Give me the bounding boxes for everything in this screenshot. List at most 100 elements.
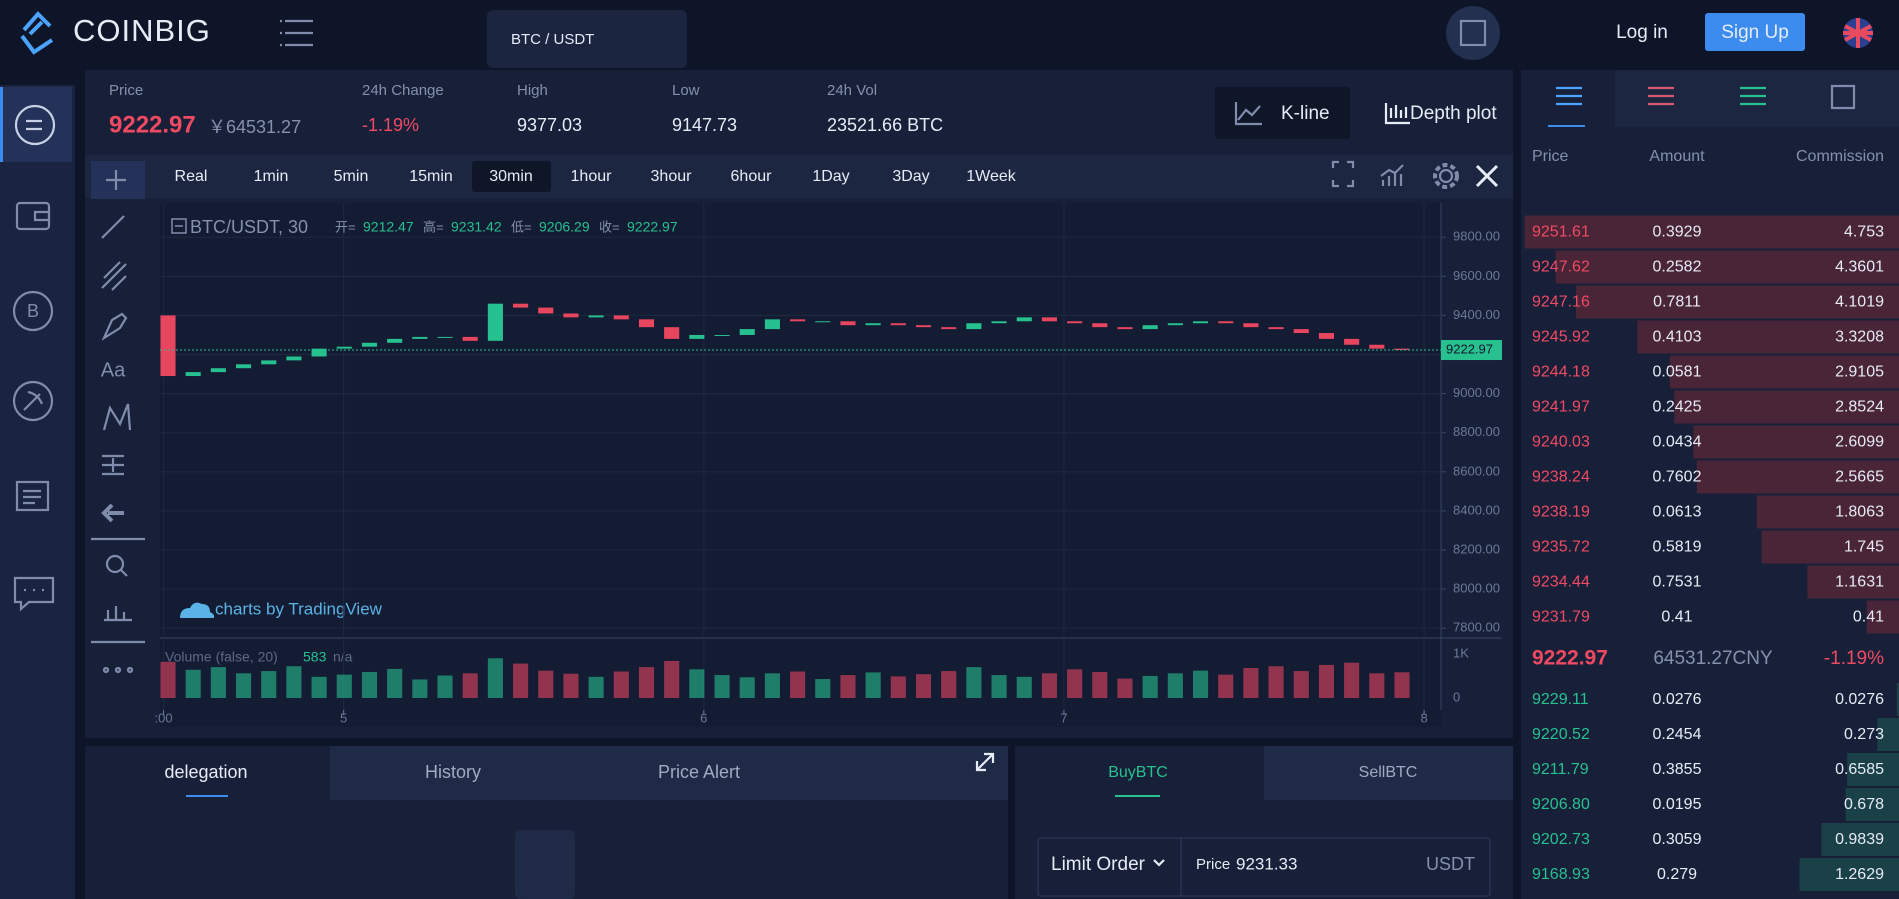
timeframe[interactable]: 30min	[489, 168, 533, 185]
candle	[361, 342, 378, 347]
depth-bar	[1524, 215, 1899, 249]
order-input[interactable]	[1037, 837, 1491, 897]
depth-bar	[1896, 683, 1899, 716]
trade-tabbar	[1264, 746, 1513, 800]
volume-bar	[1218, 674, 1234, 698]
depth-bar	[1799, 858, 1899, 891]
depth-icon[interactable]	[1384, 103, 1410, 125]
book-price: 9231.79	[1532, 609, 1590, 626]
tradingview-logo	[180, 602, 215, 618]
book-commission: 2.6099	[1835, 434, 1884, 451]
volume-bar	[664, 660, 680, 698]
chart-symbol: BTC/USDT, 30	[190, 217, 308, 237]
timeframe[interactable]: 1Day	[812, 168, 849, 185]
y-tick-label: 8800.00	[1453, 424, 1500, 439]
volume-bar	[966, 667, 982, 698]
book-price: 9238.19	[1532, 504, 1590, 521]
logo-text: COINBIG	[73, 13, 211, 48]
volume-bar	[1293, 671, 1309, 698]
book-price: 9206.80	[1532, 796, 1590, 813]
candle	[1142, 325, 1158, 330]
book-amount: 0.2454	[1653, 726, 1702, 743]
legend-toggle[interactable]	[171, 218, 187, 234]
depth-bar	[1845, 788, 1899, 821]
volume-bar	[487, 658, 503, 698]
timeframe[interactable]: 1Week	[966, 168, 1017, 185]
volume-bar	[941, 671, 957, 698]
book-amount: 0.4103	[1653, 329, 1702, 346]
book-commission: 4.3601	[1835, 259, 1884, 276]
volume-bar	[1318, 664, 1335, 698]
book-amount: 0.0195	[1653, 796, 1702, 813]
candle	[664, 327, 680, 339]
sidebar-icons[interactable]: B	[12, 104, 56, 612]
volume-bar	[1369, 673, 1385, 698]
orders-tabbar	[330, 746, 1008, 800]
y-tick-label: 7800.00	[1453, 620, 1500, 635]
volume-tick-label: 0	[1453, 689, 1460, 704]
tradingview-credit[interactable]: charts by TradingView	[215, 599, 383, 618]
volume-bar	[361, 671, 378, 698]
book-commission: 2.9105	[1835, 364, 1884, 381]
timeframe[interactable]: 1hour	[571, 168, 613, 185]
order-type[interactable]: Limit Order	[1051, 854, 1146, 875]
last-price-box	[1441, 340, 1502, 361]
candle	[1369, 344, 1385, 349]
candle	[462, 336, 478, 341]
volume-bar	[336, 674, 352, 698]
volume-bar	[840, 675, 856, 698]
signup-button[interactable]	[1705, 13, 1805, 51]
ticker-label: 24h Change	[362, 82, 444, 99]
price-input-value[interactable]: 9231.33	[1236, 854, 1297, 873]
symbol-tab[interactable]	[487, 10, 687, 68]
volume-bar	[1092, 671, 1108, 698]
candle	[563, 313, 579, 318]
candle	[210, 368, 226, 373]
timeframe[interactable]: 3Day	[892, 168, 929, 185]
chart-tools[interactable]	[1331, 160, 1499, 189]
drawing-tools[interactable]: Aa	[91, 170, 145, 674]
depth-bar	[1807, 565, 1899, 599]
candle	[638, 319, 655, 328]
orders-tab[interactable]: History	[425, 762, 481, 782]
kline-button[interactable]	[1215, 87, 1350, 139]
timeframe[interactable]: 15min	[409, 168, 453, 185]
trade-tab[interactable]: SellBTC	[1359, 764, 1418, 781]
trade-tab[interactable]: BuyBTC	[1108, 764, 1168, 781]
signup-text: Sign Up	[1721, 22, 1789, 43]
book-commission: 0.41	[1853, 609, 1884, 626]
symbol-tab-text: BTC / USDT	[511, 31, 594, 48]
book-amount: 0.41	[1661, 609, 1692, 626]
depth-text[interactable]: Depth plot	[1410, 103, 1497, 124]
volume-bar	[235, 673, 252, 698]
timeframe[interactable]: 3hour	[651, 168, 693, 185]
logo	[20, 11, 54, 55]
volume-na: n/a	[333, 649, 353, 665]
timeframe[interactable]: Real	[175, 168, 208, 185]
orders-tab[interactable]: Price Alert	[658, 762, 740, 782]
expand-icon[interactable]	[975, 752, 995, 772]
book-amount: 0.0276	[1653, 691, 1702, 708]
volume-bar	[513, 663, 529, 698]
timeframe[interactable]: 6hour	[731, 168, 773, 185]
menu-icon[interactable]	[280, 19, 313, 47]
login[interactable]: Log in	[1616, 22, 1668, 43]
book-commission: 4.753	[1844, 224, 1884, 241]
volume-bar	[1394, 672, 1410, 698]
book-amount: 0.3059	[1653, 831, 1702, 848]
candle	[1218, 321, 1234, 324]
chart-toolbar	[85, 155, 1513, 198]
book-commission: 1.745	[1844, 539, 1884, 556]
timeframe[interactable]: 5min	[334, 168, 369, 185]
ticker-label: Price	[109, 82, 143, 99]
layout-button[interactable]	[1446, 6, 1500, 60]
book-commission: 2.8524	[1835, 399, 1884, 416]
book-amount: 0.0613	[1653, 504, 1702, 521]
timeframe[interactable]: 1min	[254, 168, 289, 185]
orders-tab[interactable]: delegation	[164, 762, 247, 782]
candle	[286, 356, 302, 361]
candle	[1394, 348, 1410, 351]
book-view-icons[interactable]	[1556, 84, 1856, 110]
candle	[1167, 323, 1183, 326]
